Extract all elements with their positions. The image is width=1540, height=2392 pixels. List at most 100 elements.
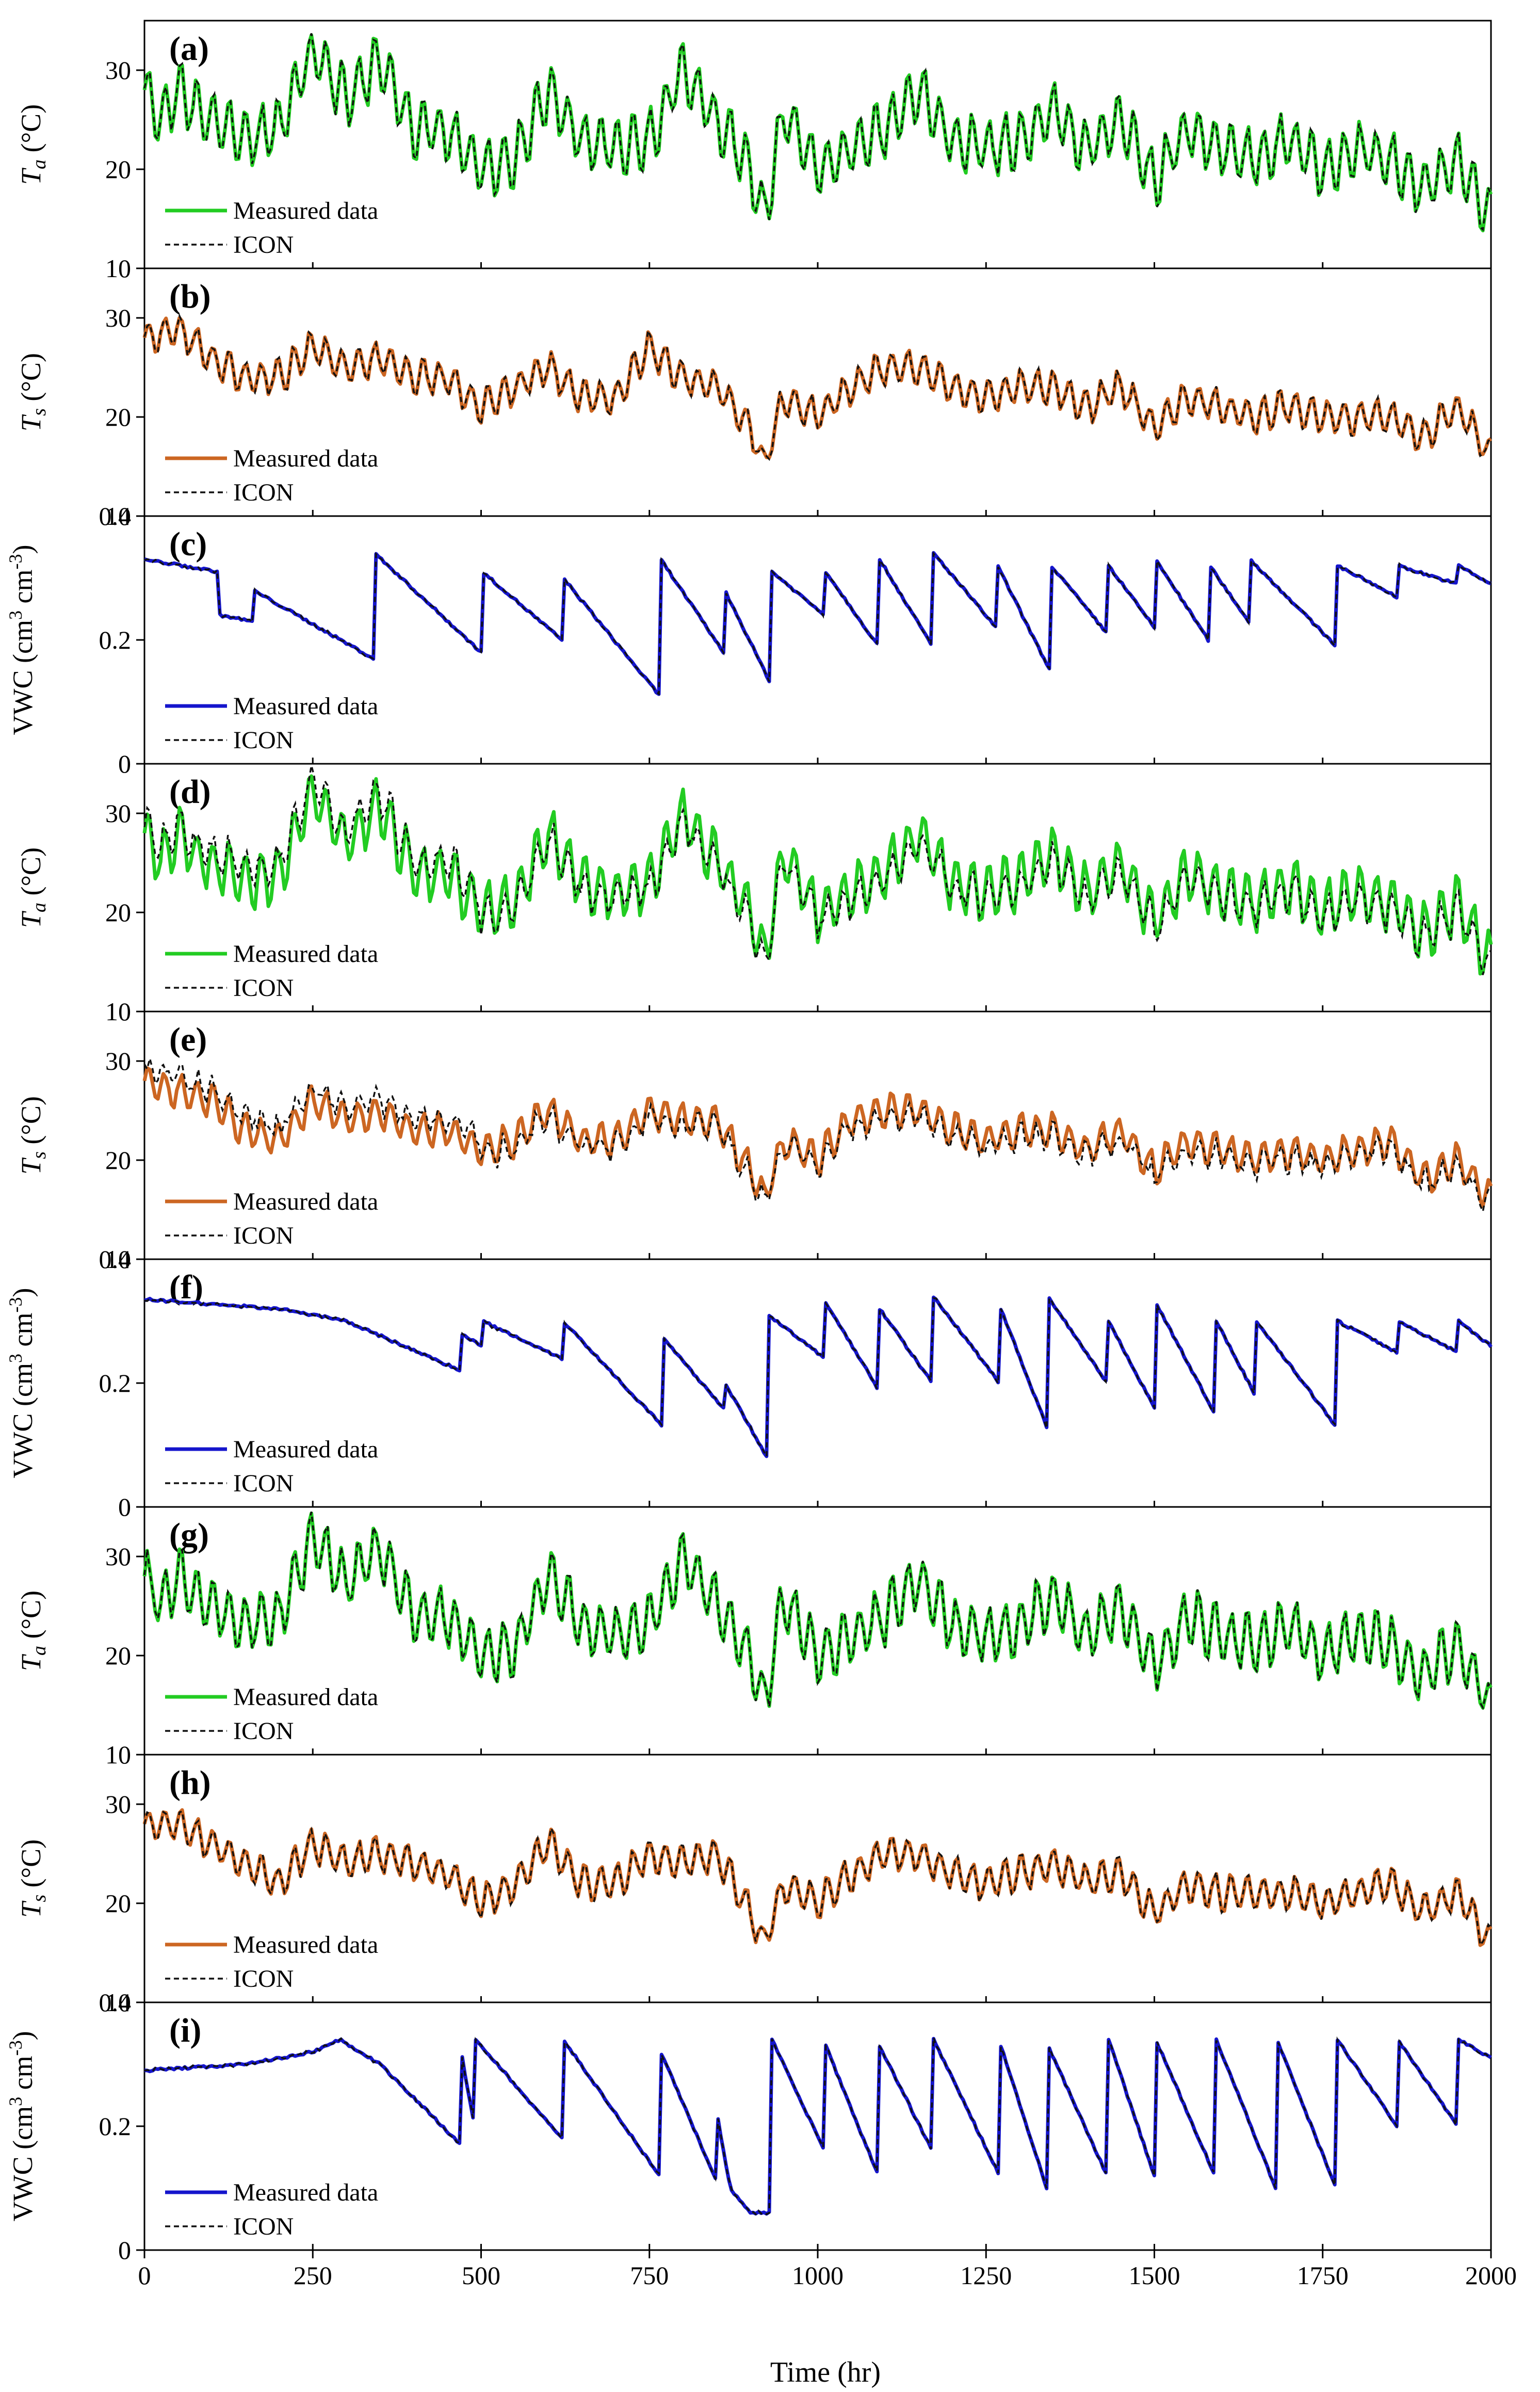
- y-tick-label: 30: [105, 1047, 131, 1075]
- ylabel-part: cm: [7, 1313, 38, 1354]
- panel-g: 10 20 30 Ta (°C) (g) Measured data ICON: [15, 1506, 1493, 1769]
- panel-letter: (c): [169, 525, 207, 563]
- icon-series-line: [143, 1810, 1492, 1948]
- ylabel-part: 3: [5, 2097, 26, 2106]
- ylabel-part: -3: [5, 1297, 26, 1313]
- ylabel-part: T: [15, 1900, 46, 1918]
- y-tick-label: 0: [118, 2236, 131, 2265]
- y-axis-title: Ta (°C): [15, 847, 50, 928]
- y-axis-title: Ts (°C): [15, 353, 50, 431]
- ylabel-part: (°C): [15, 1591, 46, 1646]
- panel-letter: (a): [169, 30, 209, 68]
- y-tick-label: 20: [105, 403, 131, 431]
- x-tick-label: 1750: [1297, 2261, 1349, 2290]
- y-tick-label: 20: [105, 898, 131, 927]
- icon-series-line: [143, 313, 1492, 461]
- y-tick-label: 10: [105, 254, 131, 283]
- legend-measured-label: Measured data: [233, 2179, 378, 2206]
- y-tick-label: 0.2: [99, 625, 132, 654]
- y-axis-title: VWC (cm3 cm-3): [5, 1288, 38, 1479]
- x-tick-label: 500: [462, 2261, 500, 2290]
- x-axis-title: Time (hr): [770, 2356, 881, 2388]
- y-tick-label: 0.2: [99, 1369, 132, 1398]
- ylabel-part: cm: [7, 570, 38, 611]
- x-tick-label: 1250: [960, 2261, 1012, 2290]
- icon-series-line: [143, 33, 1492, 232]
- x-tick-label: 750: [630, 2261, 669, 2290]
- y-axis-title: Ts (°C): [15, 1096, 50, 1175]
- y-axis-title: VWC (cm3 cm-3): [5, 2031, 38, 2222]
- legend-icon-label: ICON: [233, 479, 294, 506]
- y-tick-label: 30: [105, 799, 131, 828]
- icon-series-line: [144, 551, 1492, 696]
- panel-a: 10 20 30 Ta (°C) (a) Measured data ICON: [15, 20, 1493, 283]
- ylabel-part: a: [28, 159, 50, 169]
- ylabel-part: 3: [5, 611, 26, 620]
- ylabel-part: ): [7, 545, 38, 554]
- x-tick-label: 0: [138, 2261, 151, 2290]
- y-tick-label: 20: [105, 1146, 131, 1175]
- ylabel-part: T: [15, 1653, 46, 1671]
- y-tick-label: 10: [105, 502, 131, 531]
- measured-series-line: [142, 774, 1493, 976]
- y-tick-label: 0.4: [99, 502, 132, 531]
- legend-icon-label: ICON: [233, 1717, 294, 1745]
- y-axis-title: Ts (°C): [15, 1839, 50, 1918]
- y-tick-label: 10: [105, 1245, 131, 1274]
- ylabel-part: ): [7, 1288, 38, 1297]
- y-tick-label: 0: [118, 749, 131, 778]
- ylabel-part: VWC (cm: [7, 1363, 38, 1478]
- ylabel-part: T: [15, 167, 46, 185]
- panel-letter: (b): [169, 278, 211, 315]
- ylabel-part: -3: [5, 2041, 26, 2056]
- ylabel-part: T: [15, 414, 46, 431]
- y-tick-label: 0: [118, 1492, 131, 1521]
- ylabel-part: 3: [5, 1354, 26, 1363]
- ylabel-part: (°C): [15, 104, 46, 159]
- panel-letter: (d): [169, 773, 211, 811]
- ylabel-part: cm: [7, 2056, 38, 2097]
- measured-series-line: [142, 1066, 1493, 1208]
- icon-series-line: [143, 1055, 1492, 1214]
- y-axis-title: Ta (°C): [15, 1591, 50, 1671]
- legend-measured-label: Measured data: [233, 445, 378, 472]
- legend-icon-label: ICON: [233, 2213, 294, 2240]
- y-tick-label: 30: [105, 303, 131, 332]
- y-tick-label: 20: [105, 1641, 131, 1670]
- x-tick-label: 250: [294, 2261, 332, 2290]
- ylabel-part: T: [15, 1157, 46, 1175]
- y-tick-label: 10: [105, 1988, 131, 2017]
- legend-measured-label: Measured data: [233, 1931, 378, 1958]
- ylabel-part: s: [28, 1151, 50, 1159]
- ylabel-part: a: [28, 1646, 50, 1656]
- ylabel-part: -3: [5, 554, 26, 570]
- panel-c: 0 0.2 0.4 VWC (cm3 cm-3) (c) Measured data ICO…: [5, 502, 1492, 778]
- legend-measured-label: Measured data: [233, 197, 378, 224]
- legend-icon-label: ICON: [233, 727, 294, 754]
- legend-measured-label: Measured data: [233, 693, 378, 720]
- y-tick-label: 20: [105, 155, 131, 184]
- icon-series-line: [143, 765, 1492, 975]
- panel-letter: (e): [169, 1021, 207, 1058]
- icon-series-line: [143, 1511, 1492, 1710]
- panel-i: 0 0.2 0.4 VWC (cm3 cm-3) (i) Measured data ICO…: [5, 1988, 1492, 2265]
- x-tick-label: 1500: [1129, 2261, 1180, 2290]
- legend-measured-label: Measured data: [233, 1436, 378, 1463]
- legend-icon-label: ICON: [233, 974, 294, 1002]
- y-tick-label: 0.4: [99, 1988, 132, 2017]
- panel-letter: (g): [169, 1516, 209, 1554]
- legend-icon-label: ICON: [233, 231, 294, 259]
- y-axis-title: Ta (°C): [15, 104, 50, 185]
- ylabel-part: VWC (cm: [7, 2106, 38, 2221]
- y-tick-label: 30: [105, 1542, 131, 1571]
- panel-e: 10 20 30 Ts (°C) (e) Measured data ICON: [15, 1010, 1493, 1274]
- panel-letter: (i): [169, 2012, 201, 2049]
- ylabel-part: (°C): [15, 847, 46, 903]
- ylabel-part: ): [7, 2031, 38, 2041]
- x-tick-label: 1000: [792, 2261, 844, 2290]
- legend-icon-label: ICON: [233, 1965, 294, 1993]
- icon-series-line: [144, 1295, 1492, 1460]
- legend-icon-label: ICON: [233, 1222, 294, 1249]
